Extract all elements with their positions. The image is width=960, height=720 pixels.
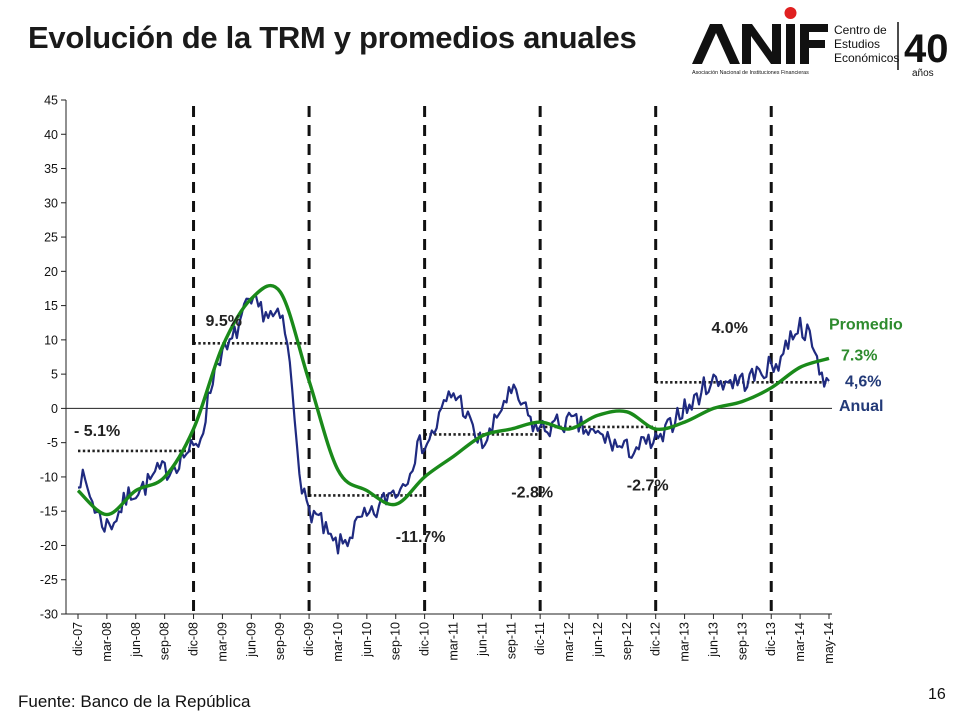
x-tick-label: sep-11 <box>504 622 518 659</box>
annotation-label: Promedio <box>829 317 903 334</box>
x-tick-label: dic-08 <box>187 622 201 656</box>
chart-annotations: - 5.1% 9.5% -11.7% -2.8% -2.7% 4.0% Promedio 7.… <box>74 313 903 546</box>
chart-series <box>76 283 830 555</box>
x-tick-label: sep-10 <box>389 622 403 660</box>
x-tick-label: dic-10 <box>418 622 432 656</box>
y-tick-label: -30 <box>40 608 58 622</box>
x-tick-label: sep-13 <box>735 622 749 660</box>
x-tick-label: dic-13 <box>764 622 778 656</box>
logo-tagline: Asociación Nacional de Instituciones Fin… <box>692 70 809 76</box>
x-tick-label: sep-09 <box>273 622 287 660</box>
x-tick-label: may-14 <box>822 622 836 664</box>
y-tick-label: 15 <box>44 299 58 313</box>
source-note: Fuente: Banco de la República <box>18 692 251 711</box>
y-tick-label: -20 <box>40 539 58 553</box>
annotation-label: - 5.1% <box>74 423 120 440</box>
x-tick-label: dic-07 <box>71 622 85 656</box>
x-tick-label: dic-09 <box>302 622 316 656</box>
x-tick-label: mar-14 <box>793 622 807 662</box>
series-line-annual-average <box>76 283 830 517</box>
logo-center-line3: Económicos <box>834 51 899 65</box>
annotation-label: -2.8% <box>511 484 553 501</box>
annotation-label: 4,6% <box>845 373 881 390</box>
x-tick-label: dic-11 <box>533 622 547 655</box>
page-title: Evolución de la TRM y promedios anuales <box>28 20 637 55</box>
x-tick-label: mar-12 <box>562 622 576 662</box>
y-tick-label: -25 <box>40 573 58 587</box>
y-tick-label: 40 <box>44 128 58 142</box>
logo-anniversary: 40 <box>904 27 949 71</box>
anif-logotype <box>692 7 828 64</box>
y-tick-label: 0 <box>51 402 58 416</box>
y-tick-label: 35 <box>44 162 58 176</box>
period-average-lines <box>78 341 829 497</box>
y-tick-label: 20 <box>44 265 58 279</box>
annotation-label: 9.5% <box>206 313 242 330</box>
x-tick-label: sep-12 <box>620 622 634 660</box>
x-tick-label: dic-12 <box>649 622 663 656</box>
y-tick-label: -15 <box>40 505 58 519</box>
annotation-label: 7.3% <box>841 347 877 364</box>
logo-anniversary-sub: años <box>912 68 934 79</box>
x-tick-label: jun-10 <box>360 622 374 658</box>
x-tick-label: jun-08 <box>129 622 143 658</box>
annotation-label: Anual <box>839 398 883 415</box>
y-tick-label: 30 <box>44 196 58 210</box>
x-tick-label: mar-11 <box>447 622 461 661</box>
annotation-label: -11.7% <box>396 529 446 546</box>
page-number: 16 <box>928 686 946 703</box>
x-tick-label: jun-09 <box>244 622 258 658</box>
logo-center-line2: Estudios <box>834 37 880 51</box>
x-tick-label: sep-08 <box>158 622 172 660</box>
series-line-trm <box>77 294 830 555</box>
annotation-label: -2.7% <box>627 478 669 495</box>
y-tick-label: 5 <box>51 368 58 382</box>
x-tick-label: mar-10 <box>331 622 345 662</box>
y-tick-label: 10 <box>44 333 58 347</box>
x-tick-label: jun-12 <box>591 622 605 658</box>
x-tick-label: jun-11 <box>475 622 489 657</box>
y-tick-label: 25 <box>44 231 58 245</box>
y-tick-label: -5 <box>47 436 58 450</box>
anif-logo: Asociación Nacional de Instituciones Fin… <box>692 7 949 79</box>
y-tick-label: -10 <box>40 470 58 484</box>
chart-axes: 45 40 35 30 25 20 15 10 5 0 -5 -10 -15 -20 -25 -30 dic-0… <box>40 94 836 664</box>
logo-center-line1: Centro de <box>834 23 887 37</box>
period-dividers <box>192 106 773 612</box>
x-tick-label: jun-13 <box>706 622 720 658</box>
x-tick-label: mar-09 <box>215 622 229 662</box>
x-tick-label: mar-13 <box>678 622 692 662</box>
y-tick-label: 45 <box>44 94 58 108</box>
annotation-label: 4.0% <box>711 320 747 337</box>
logo-accent-dot <box>784 7 797 19</box>
x-tick-label: mar-08 <box>100 622 114 662</box>
